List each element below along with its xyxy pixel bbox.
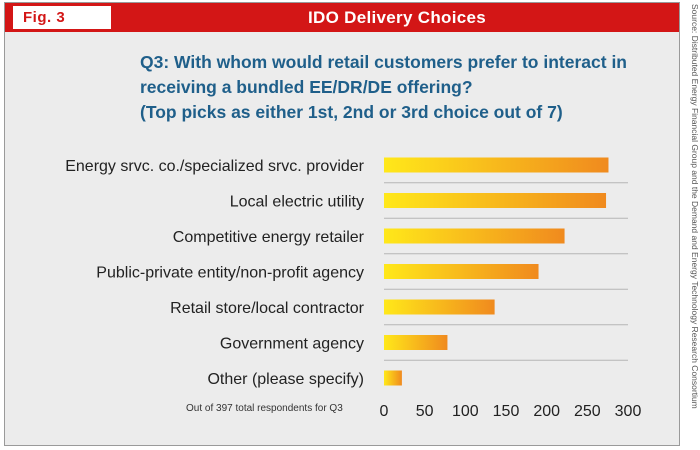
category-label: Local electric utility (230, 194, 364, 211)
category-label: Other (please specify) (207, 371, 364, 388)
question-line-1: Q3: With whom would retail customers pre… (140, 52, 627, 72)
x-tick-label: 300 (615, 403, 642, 420)
category-label: Competitive energy retailer (173, 229, 365, 246)
question-text: Q3: With whom would retail customers pre… (140, 50, 660, 125)
x-tick-label: 150 (493, 403, 520, 420)
x-tick-label: 0 (380, 403, 389, 420)
bar (384, 299, 495, 315)
category-label: Retail store/local contractor (170, 300, 365, 317)
bar (384, 264, 539, 279)
x-tick-label: 250 (574, 403, 601, 420)
source-credit: Source: Distributed Energy Financial Gro… (690, 4, 700, 409)
bar (384, 370, 402, 386)
figure-title: IDO Delivery Choices (308, 8, 486, 27)
figure-label: Fig. 3 (13, 6, 111, 29)
category-label: Energy srvc. co./specialized srvc. provi… (65, 158, 364, 175)
bar (384, 193, 607, 208)
figure-label-text: Fig. 3 (23, 9, 66, 26)
bar (384, 228, 565, 244)
x-tick-label: 100 (452, 403, 479, 420)
header-bar: Fig. 3 IDO Delivery Choices (5, 3, 679, 32)
respondents-footnote: Out of 397 total respondents for Q3 (186, 403, 343, 414)
x-tick-label: 50 (416, 403, 434, 420)
category-label: Government agency (220, 336, 364, 353)
category-label: Public-private entity/non-profit agency (96, 265, 364, 282)
question-line-3: (Top picks as either 1st, 2nd or 3rd cho… (140, 102, 563, 122)
x-tick-label: 200 (533, 403, 560, 420)
figure-frame: Fig. 3 IDO Delivery Choices (4, 2, 680, 446)
bar (384, 335, 448, 350)
bar (384, 157, 609, 173)
question-line-2: receiving a bundled EE/DR/DE offering? (140, 77, 473, 97)
